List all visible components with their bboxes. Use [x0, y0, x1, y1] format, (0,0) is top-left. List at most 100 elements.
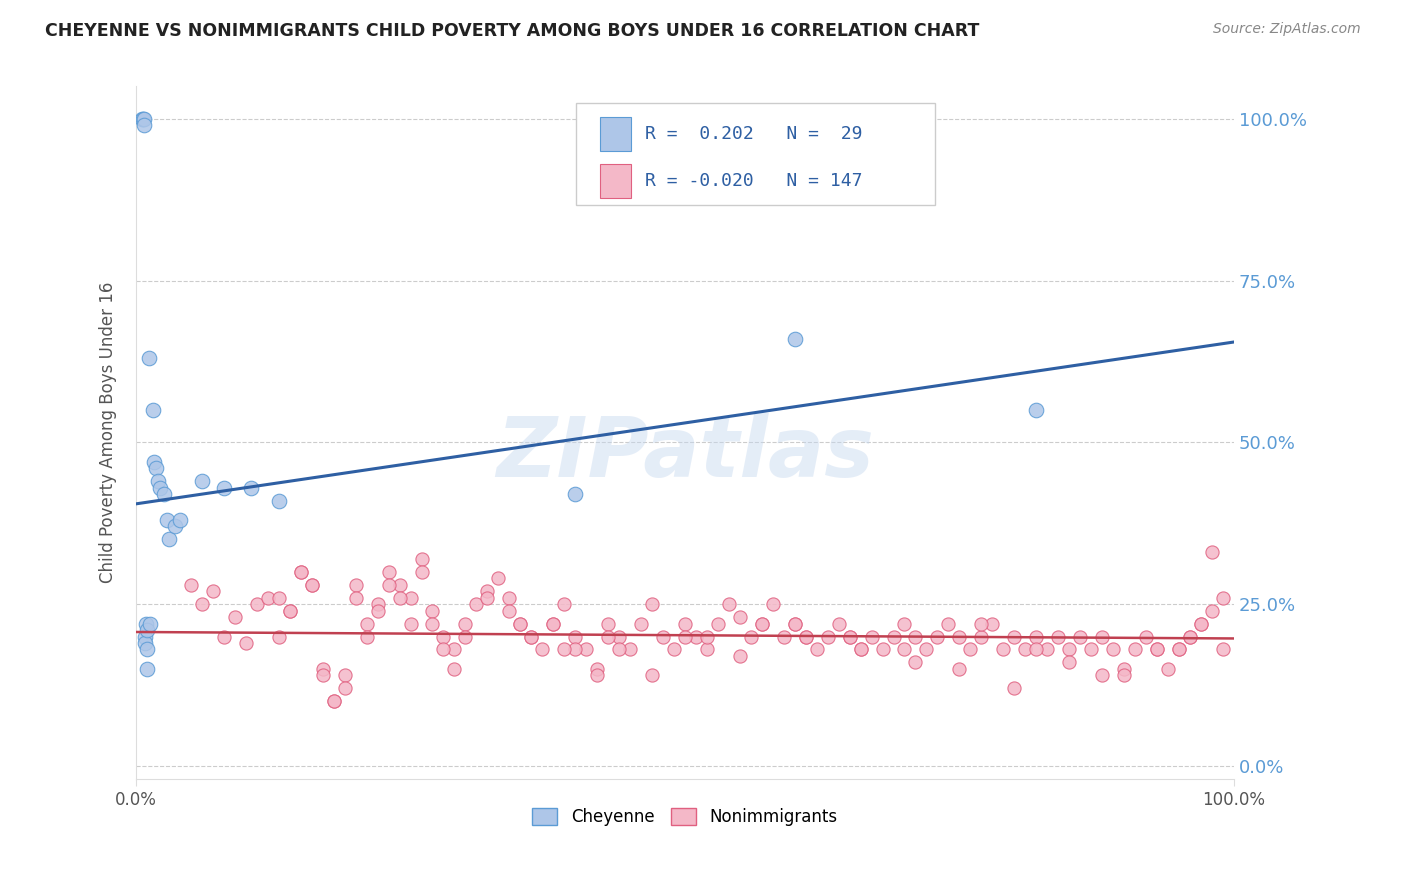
Point — [872, 642, 894, 657]
Point — [411, 552, 433, 566]
Point — [278, 604, 301, 618]
Point — [1036, 642, 1059, 657]
Point — [630, 616, 652, 631]
Point — [882, 630, 904, 644]
Point — [598, 630, 620, 644]
Point — [377, 578, 399, 592]
Point — [312, 662, 335, 676]
Point — [696, 630, 718, 644]
Point — [191, 474, 214, 488]
Point — [696, 642, 718, 657]
Point — [827, 616, 849, 631]
Point — [751, 616, 773, 631]
Point — [1057, 642, 1080, 657]
Point — [212, 481, 235, 495]
Point — [136, 642, 159, 657]
Point — [157, 533, 180, 547]
Point — [180, 578, 202, 592]
Point — [477, 591, 499, 605]
Point — [1178, 630, 1201, 644]
Point — [1069, 630, 1091, 644]
Point — [641, 597, 664, 611]
Point — [915, 642, 938, 657]
Text: CHEYENNE VS NONIMMIGRANTS CHILD POVERTY AMONG BOYS UNDER 16 CORRELATION CHART: CHEYENNE VS NONIMMIGRANTS CHILD POVERTY … — [45, 22, 980, 40]
Point — [1189, 616, 1212, 631]
Point — [224, 610, 246, 624]
Point — [783, 616, 806, 631]
Point — [520, 630, 543, 644]
Point — [149, 481, 172, 495]
Point — [422, 616, 444, 631]
Point — [772, 630, 794, 644]
Point — [454, 616, 477, 631]
Point — [575, 642, 598, 657]
Point — [163, 519, 186, 533]
Point — [1146, 642, 1168, 657]
Point — [762, 597, 785, 611]
Point — [1178, 630, 1201, 644]
Point — [728, 610, 751, 624]
Point — [564, 630, 586, 644]
Point — [344, 578, 367, 592]
Point — [344, 591, 367, 605]
Point — [1189, 616, 1212, 631]
Point — [131, 112, 153, 126]
Point — [959, 642, 981, 657]
Point — [1112, 662, 1135, 676]
Point — [1201, 545, 1223, 559]
Point — [312, 668, 335, 682]
Point — [641, 668, 664, 682]
Text: ZIPatlas: ZIPatlas — [496, 413, 875, 494]
Point — [142, 403, 165, 417]
Point — [993, 642, 1015, 657]
Point — [1201, 604, 1223, 618]
Point — [948, 662, 970, 676]
Text: R = -0.020   N = 147: R = -0.020 N = 147 — [645, 172, 863, 190]
Point — [290, 565, 312, 579]
Point — [1091, 668, 1114, 682]
Point — [586, 662, 609, 676]
Point — [553, 597, 575, 611]
Point — [1212, 642, 1234, 657]
Point — [783, 616, 806, 631]
Point — [607, 642, 630, 657]
Point — [970, 616, 993, 631]
Point — [333, 668, 356, 682]
Point — [465, 597, 488, 611]
Point — [838, 630, 860, 644]
Point — [598, 616, 620, 631]
Point — [152, 487, 174, 501]
Point — [486, 571, 509, 585]
Point — [938, 616, 960, 631]
Text: Source: ZipAtlas.com: Source: ZipAtlas.com — [1213, 22, 1361, 37]
Point — [619, 642, 641, 657]
Point — [1123, 642, 1146, 657]
Point — [145, 461, 167, 475]
Point — [443, 642, 465, 657]
Text: R =  0.202   N =  29: R = 0.202 N = 29 — [645, 125, 863, 143]
Point — [652, 630, 675, 644]
Point — [301, 578, 323, 592]
Point — [399, 616, 422, 631]
Point — [267, 591, 290, 605]
Point — [783, 332, 806, 346]
Point — [1157, 662, 1180, 676]
Point — [1112, 668, 1135, 682]
Point — [333, 681, 356, 696]
Point — [131, 112, 153, 126]
Point — [1002, 630, 1025, 644]
Point — [267, 630, 290, 644]
Point — [138, 351, 160, 366]
Point — [860, 630, 883, 644]
Point — [169, 513, 191, 527]
Point — [806, 642, 828, 657]
Point — [707, 616, 730, 631]
Point — [411, 565, 433, 579]
Point — [717, 597, 740, 611]
Point — [1002, 681, 1025, 696]
Point — [1167, 642, 1189, 657]
Point — [981, 616, 1004, 631]
Point — [673, 630, 696, 644]
Point — [356, 630, 378, 644]
Point — [1025, 630, 1047, 644]
